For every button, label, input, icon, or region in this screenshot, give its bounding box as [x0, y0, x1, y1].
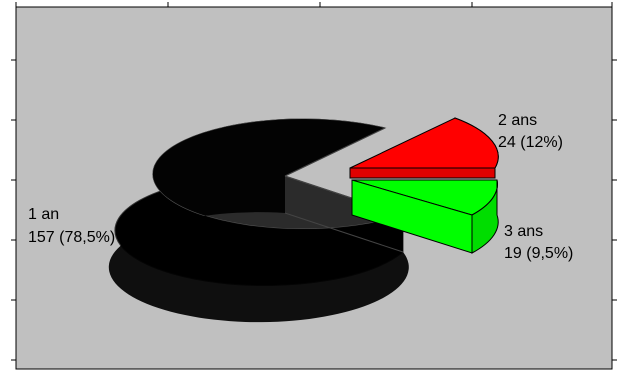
slice-label-2-ans-name: 2 ans	[498, 112, 537, 129]
slice-label-1-an-value: 157 (78,5%)	[28, 229, 115, 246]
pie-slice-3-ans	[351, 179, 499, 254]
slice-label-3-ans-name: 3 ans	[504, 223, 543, 240]
pie-slice-3-ans-side	[471, 179, 499, 254]
slice-label-1-an-name: 1 an	[28, 206, 59, 223]
plot-ticks	[11, 2, 617, 361]
slice-label-3-ans-value: 19 (9,5%)	[504, 245, 573, 262]
pie-slice-2-ans	[349, 117, 499, 179]
pie-slice-1-an	[108, 118, 409, 323]
slice-label-2-ans-value: 24 (12%)	[498, 134, 563, 151]
pie-slice-1-an-inner	[108, 119, 409, 323]
pie-slice-2-ans-top	[349, 117, 499, 169]
pie-slice-2-ans-front	[349, 167, 496, 179]
